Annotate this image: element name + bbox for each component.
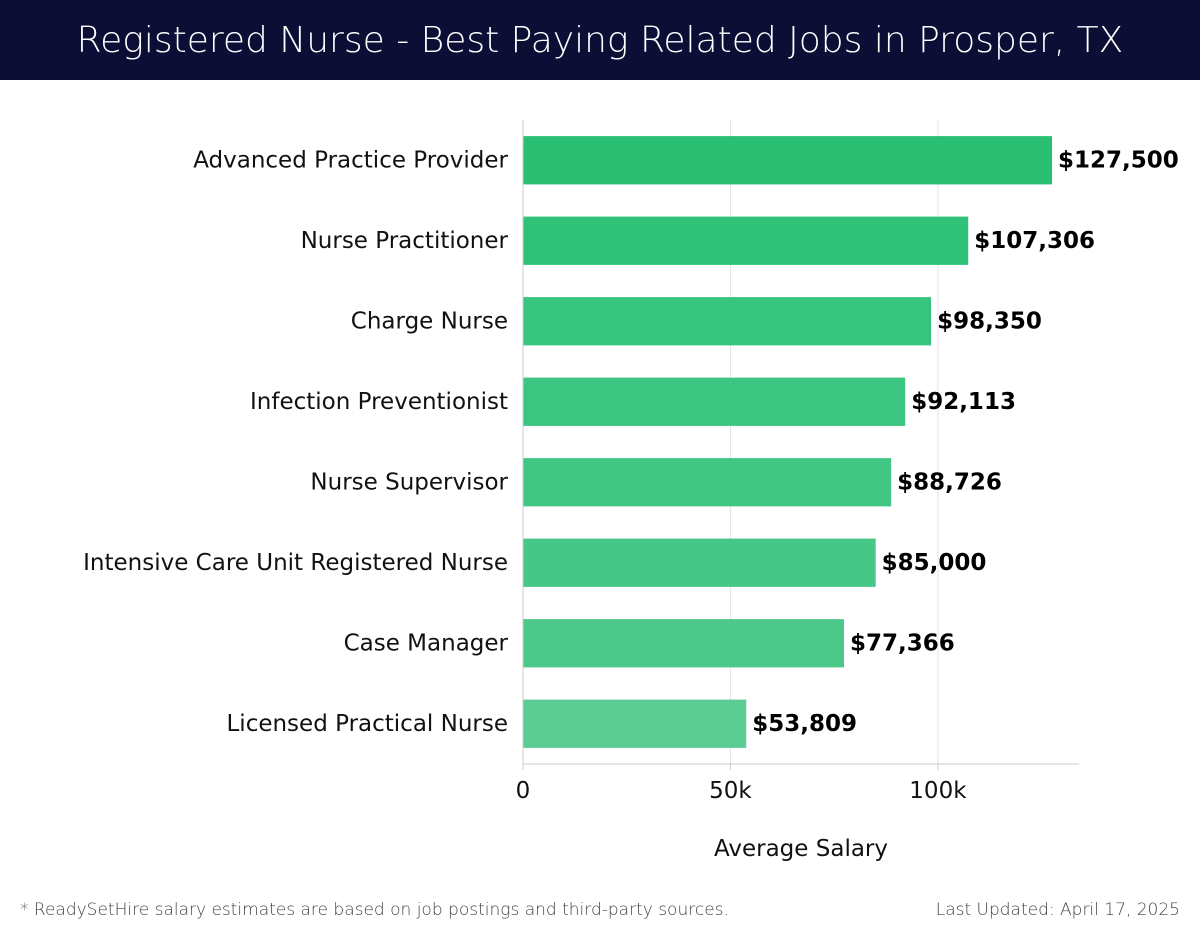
bar-3 — [523, 377, 906, 426]
value-label-3: $92,113 — [911, 389, 1016, 415]
bar-7 — [523, 699, 747, 748]
value-label-6: $77,366 — [850, 630, 955, 656]
salary-bar-chart: Advanced Practice Provider $127,500 Nurse … — [83, 120, 1179, 862]
category-label-6: Case Manager — [344, 630, 509, 656]
bar-0 — [523, 136, 1053, 185]
x-axis: 0 50k 100k Average Salary — [516, 120, 1079, 862]
bar-1 — [523, 216, 969, 265]
x-axis-title: Average Salary — [714, 836, 888, 862]
value-label-7: $53,809 — [752, 711, 857, 737]
x-tick-label-2: 100k — [909, 778, 967, 804]
bar-6 — [523, 619, 845, 668]
category-label-7: Licensed Practical Nurse — [226, 711, 508, 737]
bars: Advanced Practice Provider $127,500 Nurse … — [83, 136, 1179, 748]
bar-4 — [523, 458, 892, 507]
x-tick-label-1: 50k — [709, 778, 752, 804]
value-label-2: $98,350 — [937, 308, 1042, 334]
footer-note: * ReadySetHire salary estimates are base… — [20, 900, 729, 920]
category-label-1: Nurse Practitioner — [301, 228, 509, 254]
chart-title: Registered Nurse - Best Paying Related J… — [76, 19, 1124, 61]
category-label-3: Infection Preventionist — [250, 389, 508, 415]
bar-2 — [523, 297, 932, 346]
category-label-0: Advanced Practice Provider — [193, 147, 508, 173]
value-label-0: $127,500 — [1058, 147, 1179, 173]
category-label-5: Intensive Care Unit Registered Nurse — [83, 550, 508, 576]
last-updated: Last Updated: April 17, 2025 — [935, 900, 1180, 920]
category-label-2: Charge Nurse — [351, 308, 508, 334]
value-label-1: $107,306 — [974, 228, 1095, 254]
value-label-4: $88,726 — [897, 469, 1002, 495]
value-label-5: $85,000 — [882, 550, 987, 576]
category-label-4: Nurse Supervisor — [310, 469, 508, 495]
x-tick-label-0: 0 — [516, 778, 531, 804]
chart-header: Registered Nurse - Best Paying Related J… — [0, 0, 1200, 80]
bar-5 — [523, 538, 876, 587]
